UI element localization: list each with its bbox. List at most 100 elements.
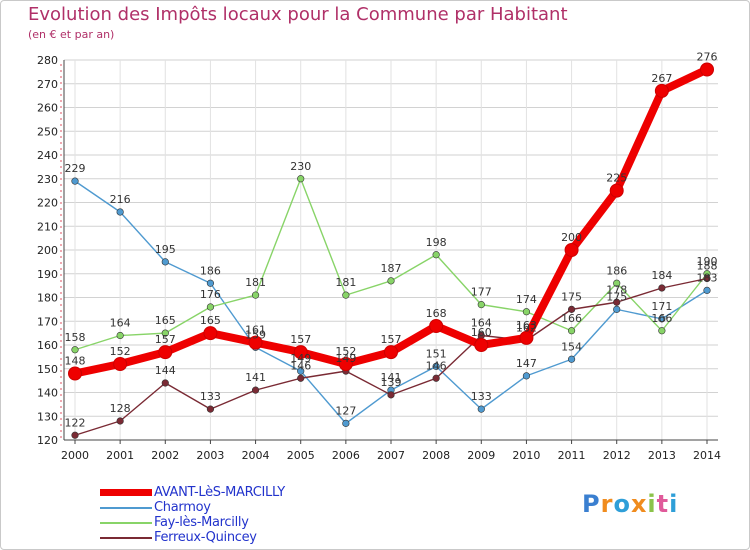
x-tick-label: 2009 — [467, 449, 495, 462]
data-label-ferreux-quincey: 122 — [65, 416, 86, 429]
y-tick-label: 120 — [37, 434, 58, 447]
data-label-avant-les-marcilly: 168 — [426, 307, 447, 320]
data-label-charmoy: 229 — [65, 162, 86, 175]
data-point-ferreux-quincey — [116, 417, 124, 425]
data-point-charmoy — [613, 305, 621, 313]
x-tick-label: 2004 — [242, 449, 270, 462]
legend-swatch-ferreux — [100, 537, 152, 539]
data-label-avant-les-marcilly: 152 — [335, 345, 356, 358]
data-point-fay-les-marcilly — [342, 291, 350, 299]
logo-letter: i — [647, 490, 657, 518]
y-tick-label: 140 — [37, 387, 58, 400]
data-label-avant-les-marcilly: 200 — [561, 231, 582, 244]
data-point-avant-les-marcilly — [654, 83, 669, 98]
x-tick-label: 2006 — [332, 449, 360, 462]
data-point-ferreux-quincey — [161, 379, 169, 387]
logo-letter: o — [613, 490, 631, 518]
data-point-fay-les-marcilly — [567, 327, 576, 335]
chart-subtitle: (en € et par an) — [28, 28, 115, 41]
data-label-fay-les-marcilly: 198 — [426, 236, 447, 249]
data-point-fay-les-marcilly — [613, 279, 621, 287]
x-tick-label: 2010 — [512, 449, 540, 462]
data-label-ferreux-quincey: 175 — [561, 290, 582, 303]
data-label-charmoy: 175 — [606, 290, 627, 303]
data-point-fay-les-marcilly — [477, 301, 485, 309]
y-tick-label: 200 — [37, 244, 58, 257]
data-label-fay-les-marcilly: 176 — [200, 288, 221, 301]
data-label-avant-les-marcilly: 148 — [65, 355, 86, 368]
data-label-charmoy: 154 — [561, 340, 582, 353]
data-label-fay-les-marcilly: 165 — [155, 314, 176, 327]
data-point-ferreux-quincey — [206, 405, 215, 413]
y-tick-label: 170 — [37, 315, 58, 328]
x-tick-label: 2000 — [61, 449, 89, 462]
data-label-avant-les-marcilly: 276 — [697, 51, 718, 64]
data-label-fay-les-marcilly: 166 — [651, 312, 672, 325]
data-label-ferreux-quincey: 146 — [426, 359, 447, 372]
data-point-ferreux-quincey — [387, 391, 395, 399]
data-label-avant-les-marcilly: 165 — [200, 314, 221, 327]
data-label-fay-les-marcilly: 181 — [335, 276, 356, 289]
data-point-charmoy — [522, 372, 531, 380]
legend-label-charmoy: Charmoy — [154, 500, 211, 515]
data-label-fay-les-marcilly: 177 — [471, 286, 492, 299]
data-label-fay-les-marcilly: 158 — [65, 331, 86, 344]
legend-label-fay: Fay-lès-Marcilly — [154, 515, 249, 530]
data-label-charmoy: 159 — [245, 328, 266, 341]
data-point-fay-les-marcilly — [297, 175, 305, 183]
y-tick-label: 260 — [37, 102, 58, 115]
data-point-charmoy — [342, 419, 350, 427]
y-tick-label: 150 — [37, 363, 58, 376]
data-label-ferreux-quincey: 178 — [606, 283, 627, 296]
x-tick-label: 2005 — [287, 449, 315, 462]
y-tick-label: 280 — [37, 54, 58, 67]
data-point-charmoy — [71, 177, 79, 185]
y-tick-label: 220 — [37, 197, 58, 210]
data-point-avant-les-marcilly — [564, 243, 579, 257]
data-point-ferreux-quincey — [613, 298, 621, 306]
y-tick-label: 270 — [37, 78, 58, 91]
data-label-charmoy: 127 — [335, 404, 356, 417]
data-label-charmoy: 147 — [516, 357, 537, 370]
legend-swatch-avant — [100, 489, 152, 496]
data-label-avant-les-marcilly: 160 — [471, 326, 492, 339]
data-label-ferreux-quincey: 146 — [290, 359, 311, 372]
data-point-charmoy — [206, 279, 215, 287]
x-tick-label: 2002 — [151, 449, 179, 462]
legend-item-avant: AVANT-LèS-MARCILLY — [100, 485, 340, 500]
logo-letter: t — [656, 490, 670, 518]
data-label-ferreux-quincey: 128 — [110, 402, 131, 415]
legend-item-charmoy: Charmoy — [100, 500, 340, 515]
data-label-fay-les-marcilly: 186 — [606, 264, 627, 277]
data-point-avant-les-marcilly — [700, 62, 714, 77]
data-label-ferreux-quincey: 164 — [471, 317, 492, 330]
proxiti-logo: Proxiti — [582, 490, 678, 518]
x-tick-label: 2001 — [106, 449, 134, 462]
y-tick-label: 180 — [37, 292, 58, 305]
y-tick-label: 240 — [37, 149, 58, 162]
data-point-charmoy — [297, 367, 305, 375]
data-label-avant-les-marcilly: 157 — [290, 333, 311, 346]
data-point-ferreux-quincey — [71, 431, 79, 439]
x-tick-label: 2014 — [693, 449, 721, 462]
data-label-fay-les-marcilly: 181 — [245, 276, 266, 289]
logo-letter: i — [669, 490, 679, 518]
data-label-fay-les-marcilly: 174 — [516, 293, 537, 306]
y-tick-label: 250 — [37, 125, 58, 138]
data-label-ferreux-quincey: 188 — [697, 260, 718, 273]
data-point-fay-les-marcilly — [432, 251, 440, 259]
data-point-avant-les-marcilly — [429, 319, 444, 333]
data-point-fay-les-marcilly — [251, 291, 260, 299]
data-label-ferreux-quincey: 133 — [200, 390, 221, 403]
data-point-avant-les-marcilly — [248, 335, 263, 350]
data-label-avant-les-marcilly: 267 — [651, 72, 672, 85]
data-point-charmoy — [116, 208, 124, 216]
y-tick-label: 190 — [37, 268, 58, 281]
x-tick-label: 2012 — [603, 449, 631, 462]
data-label-charmoy: 133 — [471, 390, 492, 403]
data-point-ferreux-quincey — [703, 274, 711, 283]
data-point-avant-les-marcilly — [384, 345, 398, 360]
data-point-avant-les-marcilly — [158, 345, 173, 360]
data-label-ferreux-quincey: 162 — [516, 321, 537, 334]
legend-label-avant: AVANT-LèS-MARCILLY — [154, 485, 285, 500]
